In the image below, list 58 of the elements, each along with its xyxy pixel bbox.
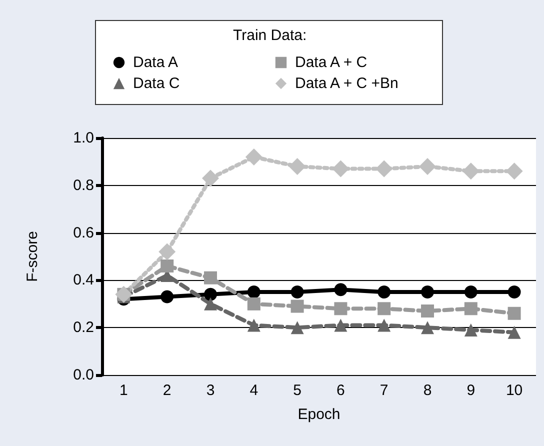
x-tick-label: 2	[162, 382, 172, 399]
y-tick-label: 1.0	[73, 130, 94, 146]
point	[508, 326, 521, 339]
y-tick-label: 0.8	[73, 176, 94, 194]
x-tick-label: 5	[293, 382, 302, 399]
legend-label: Data A + C	[295, 54, 368, 71]
point	[421, 286, 434, 299]
point	[334, 318, 348, 332]
x-tick-label: 6	[336, 382, 345, 399]
point	[464, 323, 478, 336]
point	[160, 259, 174, 272]
point	[419, 158, 436, 175]
point	[376, 160, 393, 178]
point	[247, 318, 260, 332]
point	[506, 162, 523, 180]
legend-title: Train Data:	[233, 27, 307, 44]
legend-label: Data A + C +Bn	[295, 75, 398, 92]
point	[245, 148, 262, 166]
point	[332, 160, 350, 178]
x-axis-title: Epoch	[298, 406, 340, 423]
point	[334, 302, 348, 316]
point	[247, 286, 260, 299]
point	[508, 306, 521, 320]
legend-label: Data C	[133, 75, 180, 92]
x-tick-label: 1	[120, 382, 128, 399]
point	[247, 297, 260, 310]
point	[378, 302, 391, 316]
point	[464, 302, 478, 316]
point	[288, 158, 306, 175]
point	[204, 288, 217, 301]
point	[508, 286, 521, 299]
x-tick-label: 8	[423, 382, 432, 399]
point	[334, 283, 348, 296]
point	[464, 286, 478, 299]
legend-label: Data A	[133, 54, 178, 71]
point	[204, 271, 217, 284]
y-axis-title: F-score	[24, 231, 41, 282]
x-tick-label: 7	[380, 382, 388, 399]
x-tick-label: 9	[466, 382, 476, 399]
point	[462, 162, 480, 180]
point	[421, 304, 434, 318]
point	[378, 286, 391, 299]
y-tick-label: 0.4	[73, 272, 94, 289]
point	[378, 318, 391, 332]
point	[290, 321, 304, 334]
y-tick-label: 0.0	[73, 366, 94, 384]
point	[421, 321, 434, 334]
point	[202, 170, 219, 187]
point	[290, 300, 304, 313]
x-tick-label: 4	[250, 382, 258, 399]
point	[158, 243, 176, 260]
point	[160, 290, 174, 304]
y-tick-label: 0.2	[73, 319, 94, 336]
x-tick-label: 3	[206, 382, 215, 399]
x-tick-label: 10	[506, 382, 523, 399]
point	[204, 297, 217, 310]
point	[290, 286, 304, 299]
y-tick-label: 0.6	[73, 224, 94, 242]
